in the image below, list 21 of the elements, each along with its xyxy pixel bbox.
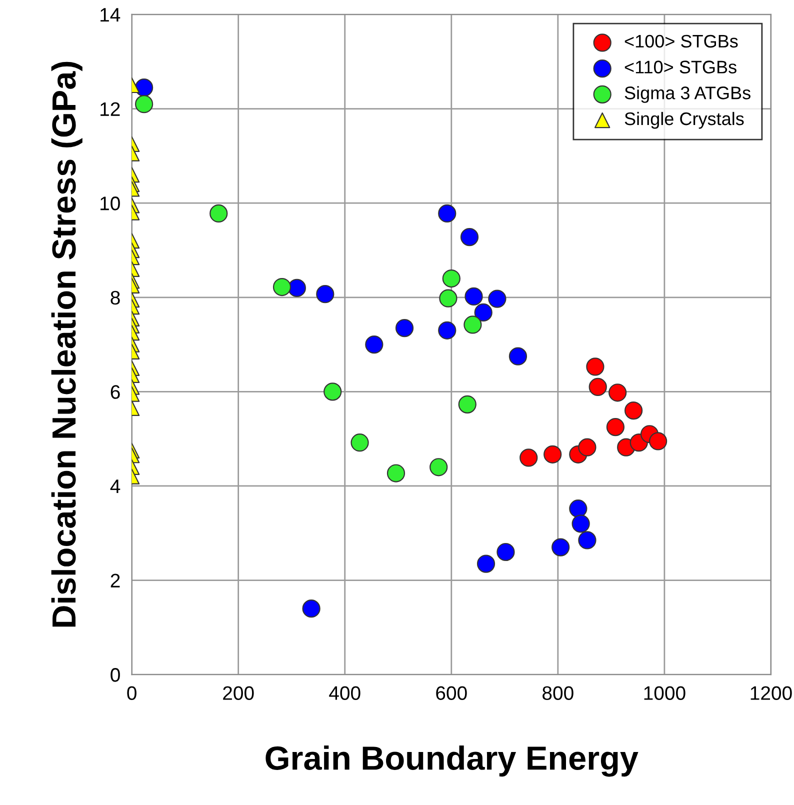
y-tick-label: 8 [110, 290, 120, 305]
legend-label: <110> STGBs [624, 60, 736, 74]
y-tick-label: 10 [100, 196, 120, 210]
x-tick-label: 1200 [750, 686, 792, 700]
y-axis-title: Dislocation Nucleation Stress (GPa) [51, 62, 82, 627]
x-tick-label: 200 [223, 686, 254, 700]
x-axis-title: Grain Boundary Energy [266, 745, 638, 777]
y-tick-label: 12 [100, 102, 120, 116]
x-tick-label: 1000 [644, 686, 686, 700]
x-tick-label: 0 [127, 686, 136, 700]
x-tick-label: 600 [436, 686, 467, 700]
y-tick-label: 14 [100, 8, 120, 22]
y-tick-label: 6 [110, 385, 120, 399]
legend-label: Sigma 3 ATGBs [624, 86, 750, 103]
y-tick-label: 4 [110, 480, 120, 494]
y-tick-label: 0 [110, 668, 120, 682]
legend-label: Single Crystals [624, 112, 744, 129]
y-tick-label: 2 [110, 574, 120, 588]
x-tick-label: 400 [329, 686, 360, 700]
x-tick-label: 800 [542, 686, 574, 700]
legend-label: <100> STGBs [624, 34, 738, 48]
